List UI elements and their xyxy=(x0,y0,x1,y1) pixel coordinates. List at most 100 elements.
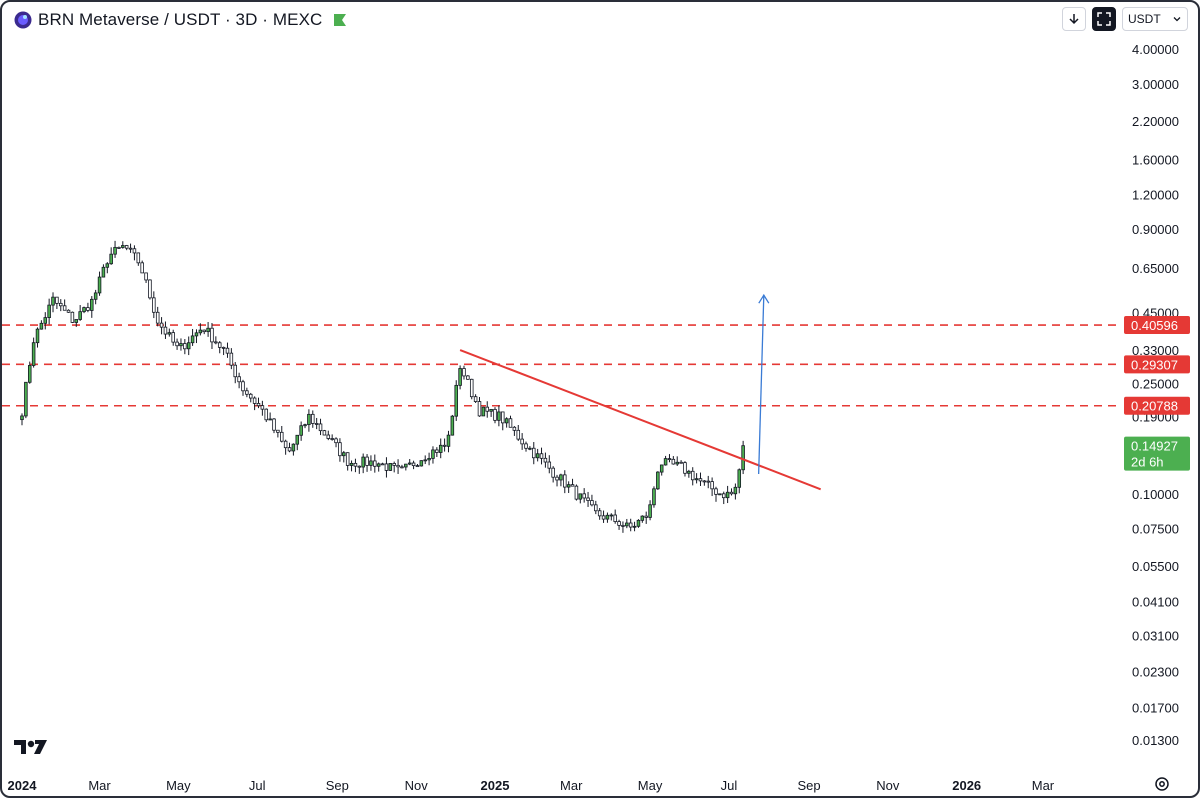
candle-body xyxy=(574,485,579,500)
currency-label: USDT xyxy=(1128,12,1161,26)
time-tick-label: Mar xyxy=(88,778,111,793)
candle-body xyxy=(535,453,540,459)
price-tick-label: 3.00000 xyxy=(1132,77,1179,92)
candle-body xyxy=(563,474,567,488)
time-tick-label: 2025 xyxy=(481,778,510,793)
price-tick-label: 0.10000 xyxy=(1132,487,1179,502)
candle-body xyxy=(338,442,342,457)
candle-body xyxy=(167,332,172,335)
candle-body xyxy=(648,504,652,518)
candle-body xyxy=(225,347,230,354)
candle-body xyxy=(144,272,148,281)
candle-body xyxy=(671,458,676,465)
candle-body xyxy=(605,514,610,520)
candle-body xyxy=(140,262,144,274)
resistance-price-label: 0.40596 xyxy=(1124,316,1190,335)
candle-body xyxy=(625,522,629,527)
candle-body xyxy=(404,463,408,468)
candle-body xyxy=(349,462,354,466)
candle-body xyxy=(39,322,44,330)
fullscreen-icon xyxy=(1097,12,1111,26)
candle-body xyxy=(423,459,427,462)
candle-body xyxy=(446,434,451,447)
candle-body xyxy=(601,515,606,520)
candle-body xyxy=(307,413,311,426)
candle-body xyxy=(493,408,497,421)
candle-body xyxy=(121,245,125,248)
price-tick-label: 0.02300 xyxy=(1132,664,1179,679)
download-button[interactable] xyxy=(1062,7,1086,31)
candle-body xyxy=(524,443,528,449)
candle-body xyxy=(62,305,67,311)
candle-body xyxy=(477,401,482,417)
candle-body xyxy=(264,408,269,421)
candle-body xyxy=(248,393,253,399)
time-tick-label: Nov xyxy=(405,778,429,793)
symbol-title[interactable]: BRN Metaverse / USDT · 3D · MEXC xyxy=(38,10,323,29)
breakout-arrow[interactable] xyxy=(757,295,765,475)
chart-header: BRN Metaverse / USDT · 3D · MEXC xyxy=(14,8,347,32)
candle-body xyxy=(714,488,718,495)
price-tick-label: 0.01300 xyxy=(1132,733,1179,748)
candle-body xyxy=(690,470,695,481)
candle-body xyxy=(594,504,598,512)
candle-body xyxy=(90,298,94,311)
candle-body xyxy=(155,311,160,324)
candle-body xyxy=(438,444,443,453)
candle-body xyxy=(43,317,48,324)
candle-body xyxy=(217,342,222,348)
candle-body xyxy=(656,471,660,490)
candle-body xyxy=(171,332,175,343)
arrow-head-icon xyxy=(758,293,770,304)
candle-body xyxy=(245,390,249,395)
candle-body xyxy=(117,246,121,249)
candle-body xyxy=(551,467,555,478)
candle-body xyxy=(159,322,164,328)
candle-body xyxy=(450,415,455,436)
currency-select[interactable]: USDT xyxy=(1122,7,1188,31)
candle-body xyxy=(698,478,703,482)
price-tick-label: 0.90000 xyxy=(1132,222,1179,237)
candle-body xyxy=(59,302,63,307)
candle-body xyxy=(136,252,141,264)
candle-body xyxy=(609,514,614,517)
time-axis[interactable]: 2024 Mar May Jul Sep Nov 2025 Mar May Jul Sep Nov 20… xyxy=(8,778,1055,793)
candle-body xyxy=(175,341,179,347)
candle-body xyxy=(520,438,524,445)
candle-body xyxy=(70,311,75,323)
candle-body xyxy=(326,434,331,439)
candle-body xyxy=(132,248,137,254)
candle-body xyxy=(210,327,214,343)
candle-body xyxy=(51,296,55,306)
price-tick-label: 0.04100 xyxy=(1132,595,1179,610)
candle-body xyxy=(35,328,40,344)
candle-body xyxy=(186,342,191,350)
candle-body xyxy=(431,449,435,459)
candle-body xyxy=(458,368,462,386)
settings-gear-icon[interactable] xyxy=(1155,777,1169,791)
svg-text:2d 6h: 2d 6h xyxy=(1131,455,1164,470)
tradingview-logo[interactable] xyxy=(14,740,47,754)
candle-body xyxy=(330,438,334,440)
candle-body xyxy=(721,493,726,499)
candle-body xyxy=(582,493,586,499)
candle-body xyxy=(31,342,36,366)
candle-body xyxy=(590,500,594,506)
candles xyxy=(20,240,745,533)
descending-trendline[interactable] xyxy=(459,349,822,491)
candle-body xyxy=(283,440,288,449)
time-tick-label: Jul xyxy=(721,778,738,793)
candle-body xyxy=(334,438,338,444)
candle-body xyxy=(109,253,113,265)
candle-body xyxy=(311,413,315,424)
candle-body xyxy=(93,292,98,300)
candle-body xyxy=(384,463,389,471)
candle-body xyxy=(47,304,51,319)
candle-body xyxy=(466,375,470,380)
price-axis[interactable]: 4.00000 3.00000 2.20000 1.60000 1.20000 0.900… xyxy=(1132,42,1179,748)
candle-body xyxy=(369,460,373,466)
candle-body xyxy=(613,514,617,522)
fullscreen-button[interactable] xyxy=(1092,7,1116,31)
